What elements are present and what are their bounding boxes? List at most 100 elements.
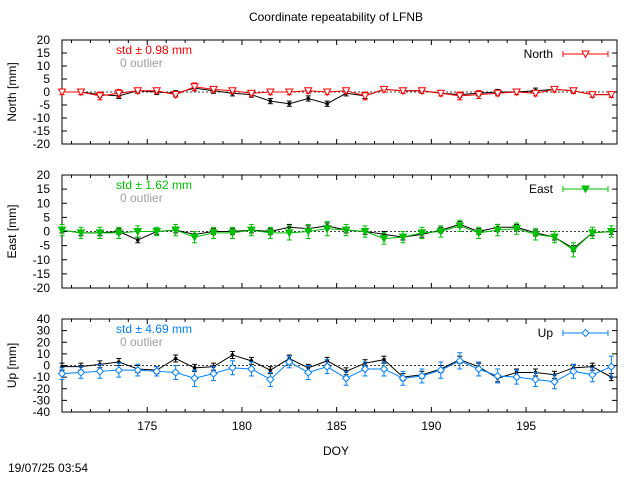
series-north bbox=[57, 82, 616, 101]
data-point bbox=[152, 367, 161, 376]
data-point bbox=[474, 229, 484, 238]
data-point bbox=[493, 226, 503, 235]
data-point bbox=[341, 87, 351, 96]
data-point bbox=[455, 356, 464, 366]
data-point bbox=[57, 226, 67, 235]
data-point bbox=[133, 365, 142, 375]
data-point bbox=[360, 92, 370, 101]
y-tick-label: 0 bbox=[43, 85, 50, 99]
data-point bbox=[76, 88, 86, 97]
data-point bbox=[266, 229, 275, 238]
legend: North bbox=[524, 47, 609, 61]
x-axis-label: DOY bbox=[323, 444, 349, 458]
y-tick-label: 15 bbox=[37, 46, 51, 60]
data-point bbox=[341, 226, 351, 235]
y-tick-label: 0 bbox=[43, 359, 50, 373]
data-point bbox=[569, 246, 578, 255]
data-point bbox=[284, 88, 294, 97]
data-point bbox=[436, 89, 446, 98]
data-point bbox=[379, 85, 389, 94]
data-point bbox=[114, 365, 124, 375]
data-point bbox=[304, 368, 313, 377]
y-tick-label: 10 bbox=[37, 347, 51, 361]
data-point bbox=[287, 101, 292, 106]
data-point bbox=[228, 229, 237, 238]
data-point bbox=[531, 375, 540, 384]
data-point bbox=[209, 229, 218, 238]
y-axis-label: North [mm] bbox=[5, 62, 19, 121]
data-point bbox=[133, 87, 143, 96]
data-point bbox=[76, 368, 86, 377]
data-point bbox=[512, 225, 521, 234]
data-point bbox=[268, 368, 273, 372]
y-tick-label: 10 bbox=[37, 59, 51, 73]
data-point bbox=[588, 91, 597, 100]
data-point bbox=[95, 92, 105, 101]
legend-label: Up bbox=[538, 326, 554, 340]
series-line bbox=[62, 354, 612, 379]
data-point bbox=[114, 89, 124, 98]
data-point bbox=[322, 88, 332, 97]
series-raw bbox=[59, 351, 614, 383]
series-raw bbox=[59, 85, 614, 107]
y-axis-label: East [mm] bbox=[5, 204, 19, 258]
data-point bbox=[379, 364, 389, 374]
data-point bbox=[341, 374, 351, 383]
data-point bbox=[171, 226, 180, 235]
y-tick-label: 30 bbox=[37, 324, 51, 338]
data-point bbox=[190, 233, 199, 242]
data-point bbox=[133, 228, 143, 237]
data-point bbox=[398, 87, 408, 96]
data-point bbox=[247, 226, 256, 235]
x-tick-label: 175 bbox=[137, 419, 157, 433]
series-up bbox=[57, 352, 616, 390]
data-point bbox=[569, 87, 578, 96]
data-point bbox=[230, 353, 235, 357]
data-point bbox=[285, 357, 294, 367]
data-point bbox=[531, 230, 540, 239]
data-point bbox=[417, 371, 427, 381]
data-point bbox=[303, 87, 313, 96]
data-point bbox=[57, 88, 67, 97]
outlier-label: 0 outlier bbox=[120, 191, 163, 205]
data-point bbox=[550, 233, 559, 242]
data-point bbox=[398, 374, 408, 383]
data-point bbox=[228, 363, 237, 373]
timestamp: 19/07/25 03:54 bbox=[8, 461, 88, 475]
data-point bbox=[588, 229, 597, 238]
data-point bbox=[95, 367, 105, 376]
data-point bbox=[606, 228, 616, 237]
legend-label: North bbox=[524, 47, 553, 61]
data-point bbox=[171, 91, 180, 100]
x-tick-label: 190 bbox=[421, 419, 441, 433]
series-line bbox=[61, 360, 612, 383]
y-tick-label: -15 bbox=[33, 124, 51, 138]
data-point bbox=[171, 368, 180, 377]
y-tick-label: -40 bbox=[33, 405, 51, 419]
data-point bbox=[398, 233, 408, 242]
x-tick-label: 185 bbox=[327, 419, 347, 433]
outlier-label: 0 outlier bbox=[120, 335, 163, 349]
data-point bbox=[190, 83, 199, 92]
data-point bbox=[550, 377, 559, 386]
series-line bbox=[61, 225, 612, 251]
data-point bbox=[474, 91, 484, 100]
y-tick-label: -15 bbox=[33, 267, 51, 281]
data-point bbox=[114, 229, 124, 238]
y-tick-label: 5 bbox=[43, 72, 50, 86]
series-raw bbox=[59, 221, 614, 252]
std-label: std ± 0.98 mm bbox=[116, 43, 192, 57]
data-point bbox=[303, 228, 313, 237]
y-tick-label: -20 bbox=[33, 281, 51, 295]
y-tick-label: -5 bbox=[39, 239, 50, 253]
series-line bbox=[62, 86, 612, 97]
y-tick-label: 0 bbox=[43, 225, 50, 239]
data-point bbox=[247, 89, 256, 98]
data-point bbox=[325, 101, 329, 106]
legend: East bbox=[529, 182, 609, 196]
std-label: std ± 1.62 mm bbox=[116, 178, 192, 192]
y-tick-label: 5 bbox=[43, 210, 50, 224]
data-point bbox=[247, 364, 256, 374]
